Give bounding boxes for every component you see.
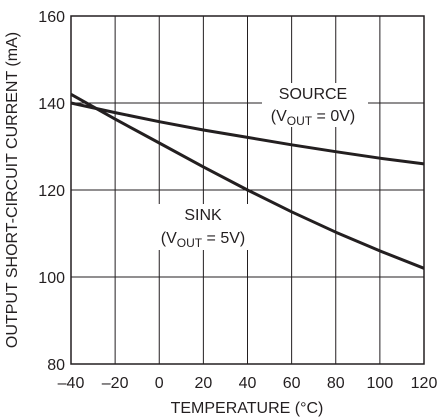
x-tick-label: 20 — [194, 375, 212, 392]
y-tick-label: 100 — [38, 270, 65, 287]
x-tick-label: 80 — [327, 375, 345, 392]
x-tick-label: 120 — [411, 375, 438, 392]
sink-label: SINK — [184, 207, 222, 224]
sink-annotation: SINK (VOUT = 5V) — [150, 204, 252, 250]
sink-condition: (VOUT = 5V) — [161, 230, 245, 250]
plot-frame — [70, 15, 425, 365]
sink-annotation-bg — [150, 204, 252, 250]
y-tick-labels: 80 100 120 140 160 — [38, 9, 65, 374]
x-tick-label: 40 — [239, 375, 257, 392]
y-axis-title: OUTPUT SHORT-CIRCUIT CURRENT (mA) — [4, 32, 21, 348]
y-tick-label: 140 — [38, 96, 65, 113]
source-condition: (VOUT = 0V) — [271, 108, 355, 128]
series-line-source — [70, 101, 425, 166]
x-axis-title: TEMPERATURE (°C) — [171, 400, 324, 417]
x-tick-label: –40 — [58, 375, 85, 392]
y-tick-label: 120 — [38, 183, 65, 200]
x-tick-label: 0 — [155, 375, 164, 392]
x-tick-labels: –40 –20 0 20 40 60 80 100 120 — [58, 375, 438, 392]
x-tick-label: –20 — [102, 375, 129, 392]
source-label: SOURCE — [279, 86, 347, 103]
y-tick-label: 160 — [38, 9, 65, 26]
source-annotation: SOURCE (VOUT = 0V) — [262, 83, 368, 128]
x-tick-label: 60 — [283, 375, 301, 392]
series-line-sink — [70, 92, 425, 270]
y-tick-label: 80 — [47, 357, 65, 374]
x-tick-label: 100 — [367, 375, 394, 392]
source-annotation-bg — [262, 83, 368, 127]
series-lines — [70, 92, 425, 270]
